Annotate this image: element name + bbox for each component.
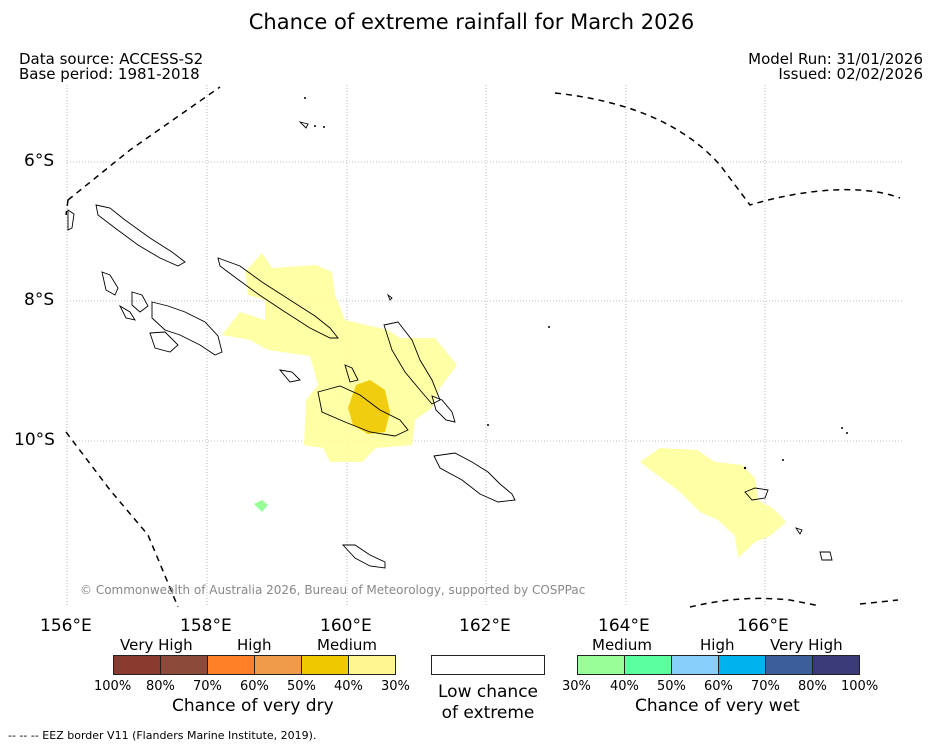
copyright-notice: © Commonwealth of Australia 2026, Bureau…: [80, 583, 586, 597]
dry-pct-80: 80%: [146, 679, 175, 694]
dry-pct-40: 40%: [334, 679, 363, 694]
wet-swatch-30-40: [577, 655, 625, 675]
wet-pct-50: 50%: [657, 679, 686, 694]
wet-pct-70: 70%: [751, 679, 780, 694]
lon-label-160e: 160°E: [320, 616, 372, 636]
low-chance-line2: of extreme: [441, 703, 535, 723]
dry-swatch-30-40: [348, 655, 396, 675]
lon-label-158e: 158°E: [180, 616, 232, 636]
lat-label-8s: 8°S: [24, 290, 55, 310]
wet-cat-high: High: [700, 636, 735, 654]
wet-swatch-40-50: [624, 655, 672, 675]
coastlines: [67, 121, 833, 569]
data-source: Data source: ACCESS-S2: [19, 50, 204, 68]
lon-label-162e: 162°E: [459, 616, 511, 636]
wet-swatch-80-100: [812, 655, 860, 675]
dry-swatch-50-60: [254, 655, 302, 675]
lon-label-156e: 156°E: [40, 616, 92, 636]
dry-shading-medium: [254, 500, 268, 512]
dry-cat-high: High: [237, 636, 272, 654]
dry-swatch-70-80: [160, 655, 208, 675]
dry-cat-very-high: Very High: [120, 636, 193, 654]
wet-pct-40: 40%: [610, 679, 639, 694]
wet-pct-100: 100%: [841, 679, 879, 694]
dry-legend-title: Chance of very dry: [172, 696, 334, 716]
wet-cat-very-high: Very High: [770, 636, 843, 654]
map-gridlines: [66, 85, 904, 607]
dry-pct-60: 60%: [240, 679, 269, 694]
dry-pct-30: 30%: [381, 679, 410, 694]
chart-title: Chance of extreme rainfall for March 202…: [248, 10, 695, 34]
lat-label-6s: 6°S: [24, 151, 55, 171]
wet-shading-medium: [222, 253, 786, 558]
low-chance-swatch: [431, 655, 545, 675]
wet-swatch-60-70: [718, 655, 766, 675]
eez-border-note: -- -- -- EEZ border V11 (Flanders Marine…: [8, 729, 317, 742]
wet-cat-medium: Medium: [592, 636, 652, 654]
dry-swatch-60-70: [207, 655, 255, 675]
model-run: Model Run: 31/01/2026: [748, 50, 923, 68]
issued-date: Issued: 02/02/2026: [778, 65, 923, 83]
base-period: Base period: 1981-2018: [19, 65, 200, 83]
wet-pct-30: 30%: [562, 679, 591, 694]
dry-swatch-80-100: [113, 655, 161, 675]
dry-cat-medium: Medium: [317, 636, 377, 654]
wet-shading-high: [348, 380, 390, 434]
lon-label-166e: 166°E: [737, 616, 789, 636]
wet-swatch-70-80: [765, 655, 813, 675]
dry-pct-70: 70%: [193, 679, 222, 694]
reef-dots: [304, 97, 848, 470]
wet-pct-60: 60%: [704, 679, 733, 694]
lon-label-164e: 164°E: [598, 616, 650, 636]
dry-pct-100: 100%: [94, 679, 132, 694]
dry-pct-50: 50%: [287, 679, 316, 694]
wet-legend-title: Chance of very wet: [635, 696, 800, 716]
eez-borders: [65, 86, 901, 608]
lat-label-10s: 10°S: [14, 430, 55, 450]
low-chance-line1: Low chance: [438, 682, 538, 702]
wet-pct-80: 80%: [798, 679, 827, 694]
wet-swatch-50-60: [671, 655, 719, 675]
dry-swatch-40-50: [301, 655, 349, 675]
